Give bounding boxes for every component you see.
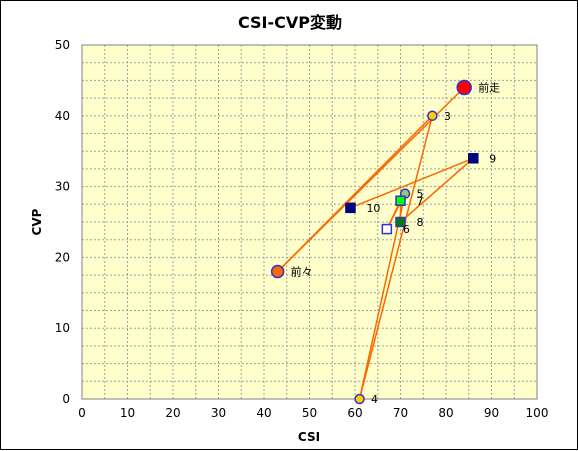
x-tick-label: 10 xyxy=(120,406,135,420)
x-tick-label: 70 xyxy=(393,406,408,420)
y-tick-label: 40 xyxy=(55,109,70,123)
point-label: 9 xyxy=(489,152,496,165)
point-label: 5 xyxy=(417,188,424,201)
chart-title: CSI-CVP変動 xyxy=(238,13,342,32)
x-tick-labels: 0 10 20 30 40 50 60 70 80 90 100 xyxy=(78,406,548,420)
point-label: 10 xyxy=(366,202,380,215)
path-segment xyxy=(350,157,474,209)
x-tick-label: 50 xyxy=(302,406,317,420)
point-marker xyxy=(395,195,406,207)
x-axis-title: CSI xyxy=(298,430,320,444)
point-marker xyxy=(270,264,285,279)
path-segment xyxy=(277,115,433,273)
y-tick-label: 20 xyxy=(55,250,70,264)
path-segment xyxy=(358,193,406,400)
x-tick-label: 0 xyxy=(78,406,86,420)
y-axis-title: CVP xyxy=(30,208,44,235)
y-tick-label: 50 xyxy=(55,38,70,52)
grid-lines xyxy=(82,45,537,399)
point-marker xyxy=(395,216,406,228)
point-label: 3 xyxy=(444,110,451,123)
point-label: 6 xyxy=(403,223,410,236)
point-marker xyxy=(427,110,438,122)
y-tick-labels: 0 10 20 30 40 50 xyxy=(55,38,70,406)
point-marker xyxy=(354,393,365,405)
x-tick-label: 80 xyxy=(438,406,453,420)
point-label: 前々 xyxy=(291,265,313,279)
y-tick-label: 10 xyxy=(55,321,70,335)
x-tick-label: 20 xyxy=(165,406,180,420)
point-marker xyxy=(381,223,393,235)
x-tick-label: 30 xyxy=(211,406,226,420)
path-segment xyxy=(358,115,434,400)
point-label: 4 xyxy=(371,393,378,406)
y-tick-label: 30 xyxy=(55,180,70,194)
x-tick-label: 100 xyxy=(526,406,549,420)
y-tick-label: 0 xyxy=(62,392,70,406)
point-marker xyxy=(456,79,472,96)
x-tick-label: 90 xyxy=(484,406,499,420)
path-segment xyxy=(400,157,474,223)
point-label: 7 xyxy=(417,195,424,208)
point-marker xyxy=(468,153,479,164)
point-markers xyxy=(270,79,479,405)
point-label: 前走 xyxy=(478,80,500,94)
plot-border xyxy=(81,44,538,400)
x-tick-label: 40 xyxy=(256,406,271,420)
point-marker xyxy=(345,202,356,214)
point-label: 8 xyxy=(417,216,424,229)
x-tick-label: 60 xyxy=(347,406,362,420)
